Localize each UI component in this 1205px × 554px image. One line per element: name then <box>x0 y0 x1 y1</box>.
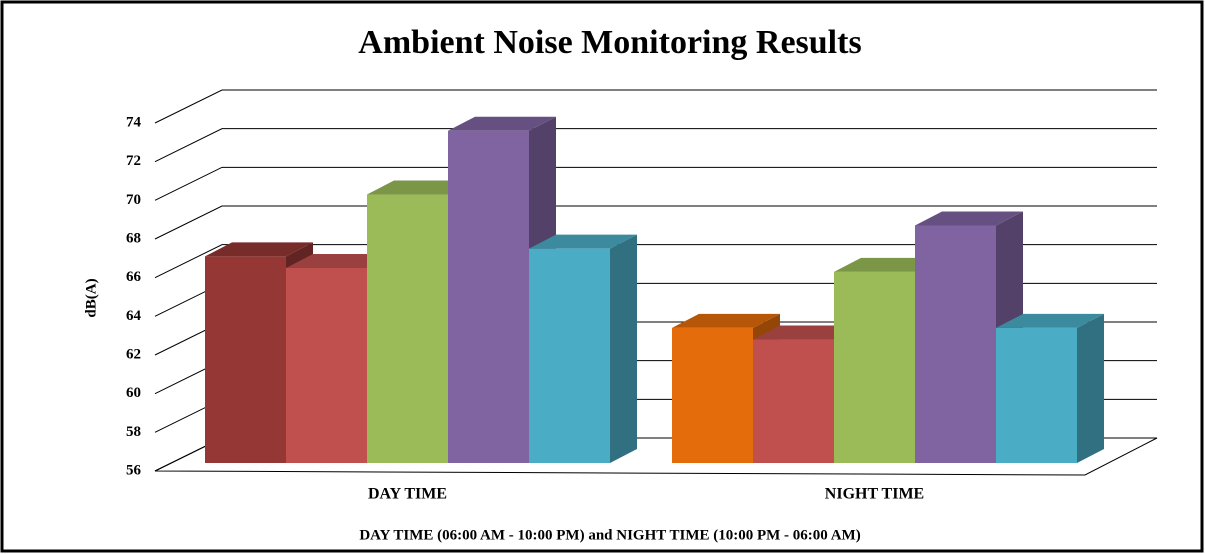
grid-line <box>154 89 1157 124</box>
y-tick-label: 60 <box>126 385 141 401</box>
y-tick-label: 56 <box>126 462 142 478</box>
bar <box>448 130 529 463</box>
y-tick-label: 68 <box>126 230 141 246</box>
y-tick-label: 74 <box>126 114 142 130</box>
grid-line <box>154 205 1157 240</box>
bar-top <box>205 242 313 257</box>
bar <box>286 268 367 463</box>
x-tick-label: DAY TIME <box>368 486 447 503</box>
bar <box>367 194 448 464</box>
bar <box>205 256 286 463</box>
bar <box>834 271 915 463</box>
bar-top <box>996 313 1104 328</box>
y-tick-label: 72 <box>126 153 141 169</box>
bar-top <box>448 116 556 131</box>
bar-top <box>915 211 1023 226</box>
bar-top <box>672 313 780 328</box>
y-axis-label: dB(A) <box>83 278 99 317</box>
bar <box>915 225 996 463</box>
bar-side <box>1077 313 1104 463</box>
y-tick-label: 66 <box>126 269 142 285</box>
bar-side <box>610 234 637 463</box>
x-tick-label: NIGHT TIME <box>825 486 924 503</box>
grid-line <box>154 166 1157 201</box>
bar-top <box>529 234 637 249</box>
chart-title: Ambient Noise Monitoring Results <box>358 24 861 61</box>
x-axis-label: DAY TIME (06:00 AM - 10:00 PM) and NIGHT… <box>359 527 860 543</box>
bar <box>996 327 1077 463</box>
y-tick-label: 64 <box>126 308 142 324</box>
bar <box>672 327 753 463</box>
grid-line <box>154 244 1157 279</box>
bar <box>753 339 834 463</box>
bar <box>529 248 610 463</box>
grid-line <box>154 128 1157 163</box>
y-tick-label: 58 <box>126 424 141 440</box>
y-tick-label: 70 <box>126 192 141 208</box>
y-tick-label: 62 <box>126 346 141 362</box>
